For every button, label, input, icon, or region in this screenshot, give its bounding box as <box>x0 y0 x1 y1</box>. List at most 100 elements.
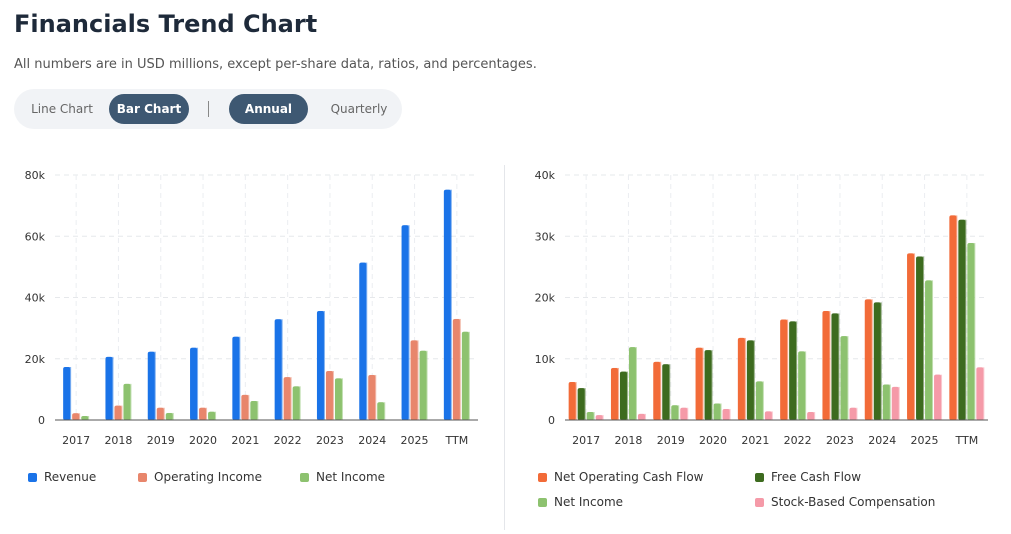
bar[interactable] <box>443 189 452 420</box>
bar[interactable] <box>849 407 858 420</box>
bar[interactable] <box>680 407 689 420</box>
bar[interactable] <box>976 367 985 420</box>
bar-face <box>443 189 451 420</box>
bar[interactable] <box>722 408 731 420</box>
bar[interactable] <box>410 340 419 420</box>
bar[interactable] <box>377 402 386 420</box>
bar-face <box>199 407 207 420</box>
bar[interactable] <box>755 381 764 420</box>
x-tick-label: 2024 <box>358 434 386 447</box>
bar[interactable] <box>147 351 156 420</box>
bar[interactable] <box>123 383 132 420</box>
line-chart-button[interactable]: Line Chart <box>31 102 93 116</box>
bar[interactable] <box>764 411 773 420</box>
bar-face <box>334 378 342 420</box>
bar[interactable] <box>292 386 301 420</box>
bar[interactable] <box>789 321 798 420</box>
legend-label: Free Cash Flow <box>771 470 862 484</box>
quarterly-button[interactable]: Quarterly <box>330 102 388 116</box>
bar[interactable] <box>662 364 671 420</box>
bar[interactable] <box>586 412 595 420</box>
bar[interactable] <box>925 280 934 420</box>
legend-item[interactable]: Revenue <box>28 469 96 485</box>
bar[interactable] <box>452 318 461 420</box>
bar[interactable] <box>653 361 662 420</box>
annual-button[interactable]: Annual <box>229 94 308 124</box>
bar[interactable] <box>595 415 604 420</box>
legend-item[interactable]: Net Income <box>300 469 385 485</box>
bar[interactable] <box>368 374 377 420</box>
bar-face <box>653 361 661 420</box>
bar[interactable] <box>156 407 165 420</box>
bar-face <box>165 412 173 420</box>
legend-item[interactable]: Operating Income <box>138 469 262 485</box>
bar[interactable] <box>325 371 334 420</box>
bar[interactable] <box>568 382 577 420</box>
bar[interactable] <box>713 403 722 420</box>
bar[interactable] <box>577 388 586 420</box>
bar[interactable] <box>831 313 840 420</box>
bar[interactable] <box>637 413 646 420</box>
bar[interactable] <box>241 394 250 420</box>
bar[interactable] <box>807 412 816 420</box>
bar[interactable] <box>958 219 967 420</box>
legend-item[interactable]: Stock-Based Compensation <box>755 494 935 510</box>
income-bar-chart: 0 20k 40k 60k 80k 2017 2018 2019 2020 2021 2022 202… <box>25 169 478 447</box>
bar[interactable] <box>934 374 943 420</box>
bar[interactable] <box>165 412 174 420</box>
bar[interactable] <box>746 340 755 420</box>
bar[interactable] <box>401 225 410 420</box>
bar[interactable] <box>704 350 713 420</box>
bar[interactable] <box>274 319 283 420</box>
bar[interactable] <box>250 401 259 420</box>
bar[interactable] <box>359 262 368 420</box>
bar[interactable] <box>114 405 123 420</box>
bar[interactable] <box>695 347 704 420</box>
bar[interactable] <box>316 310 325 420</box>
bar[interactable] <box>105 356 114 420</box>
bar[interactable] <box>419 350 428 420</box>
bar[interactable] <box>283 377 292 420</box>
y-tick-label: 80k <box>25 169 46 182</box>
legend-item[interactable]: Net Income <box>538 494 623 510</box>
bar[interactable] <box>873 302 882 420</box>
bar[interactable] <box>461 331 470 420</box>
bar-face <box>840 336 848 420</box>
bar[interactable] <box>619 371 628 420</box>
bar[interactable] <box>780 319 789 420</box>
bar[interactable] <box>199 407 208 420</box>
bar[interactable] <box>864 299 873 420</box>
bar-face <box>907 253 915 420</box>
bar[interactable] <box>671 405 680 420</box>
bar[interactable] <box>891 386 900 420</box>
bar[interactable] <box>72 413 81 420</box>
bar-chart-button[interactable]: Bar Chart <box>109 94 189 124</box>
bar[interactable] <box>190 347 199 420</box>
bar-face <box>637 413 645 420</box>
bar[interactable] <box>798 351 807 420</box>
x-tick-label: 2025 <box>911 434 939 447</box>
bar[interactable] <box>737 337 746 420</box>
bar-face <box>377 402 385 420</box>
legend-item[interactable]: Net Operating Cash Flow <box>538 469 703 485</box>
bar[interactable] <box>334 378 343 420</box>
bar[interactable] <box>882 384 891 420</box>
bar[interactable] <box>63 367 72 420</box>
bar[interactable] <box>967 242 976 420</box>
bar[interactable] <box>208 411 217 420</box>
legend-item[interactable]: Free Cash Flow <box>755 469 861 485</box>
bar[interactable] <box>628 347 637 420</box>
bar[interactable] <box>916 256 925 420</box>
bar[interactable] <box>81 416 90 420</box>
bar[interactable] <box>610 367 619 420</box>
legend-label: Stock-Based Compensation <box>771 495 936 509</box>
bar[interactable] <box>907 253 916 420</box>
cashflow-bar-chart: 0 10k 20k 30k 40k 2017 2018 2019 2020 2021 2022 202… <box>535 169 988 447</box>
x-tick-label: 2018 <box>104 434 132 447</box>
bar[interactable] <box>232 336 241 420</box>
bar[interactable] <box>840 336 849 420</box>
bar-face <box>452 318 460 420</box>
bar[interactable] <box>822 310 831 420</box>
legend-label: Operating Income <box>154 470 262 484</box>
bar[interactable] <box>949 215 958 420</box>
